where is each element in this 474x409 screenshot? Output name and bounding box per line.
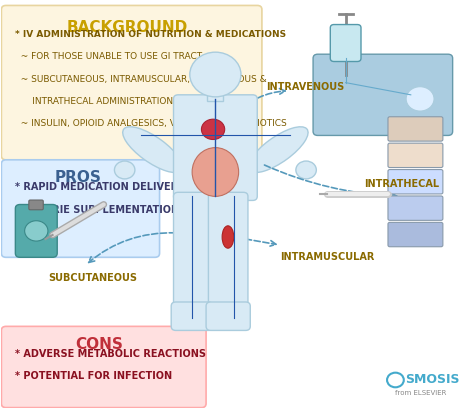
Text: PROS: PROS <box>55 170 101 185</box>
Text: BACKGROUND: BACKGROUND <box>66 20 188 35</box>
FancyBboxPatch shape <box>29 200 43 210</box>
FancyBboxPatch shape <box>209 192 248 314</box>
Text: from ELSEVIER: from ELSEVIER <box>395 391 447 396</box>
Ellipse shape <box>201 119 225 139</box>
Ellipse shape <box>222 226 234 248</box>
FancyBboxPatch shape <box>15 204 57 257</box>
FancyBboxPatch shape <box>388 143 443 168</box>
FancyBboxPatch shape <box>1 5 262 160</box>
Circle shape <box>296 161 316 179</box>
Text: * IV ADMINISTRATION OF NUTRITION & MEDICATIONS: * IV ADMINISTRATION OF NUTRITION & MEDIC… <box>15 30 286 39</box>
FancyBboxPatch shape <box>1 326 206 408</box>
Circle shape <box>190 52 241 97</box>
Text: * ADVERSE METABOLIC REACTIONS: * ADVERSE METABOLIC REACTIONS <box>15 349 206 359</box>
Text: CONS: CONS <box>75 337 123 351</box>
FancyBboxPatch shape <box>206 302 250 330</box>
Text: ~ SUBCUTANEOUS, INTRAMUSCULAR, INTRAVENOUS &: ~ SUBCUTANEOUS, INTRAMUSCULAR, INTRAVENO… <box>15 74 267 83</box>
FancyBboxPatch shape <box>388 196 443 220</box>
Text: ~ INSULIN, OPIOID ANALGESICS, VACCINES, & ANTIBIOTICS: ~ INSULIN, OPIOID ANALGESICS, VACCINES, … <box>15 119 287 128</box>
FancyBboxPatch shape <box>173 95 257 200</box>
Text: ~ FOR THOSE UNABLE TO USE GI TRACT: ~ FOR THOSE UNABLE TO USE GI TRACT <box>15 52 202 61</box>
Text: INTRATHECAL: INTRATHECAL <box>364 179 439 189</box>
Bar <box>208 85 223 101</box>
Text: INTRATHECAL ADMINISTRATION: INTRATHECAL ADMINISTRATION <box>15 97 173 106</box>
FancyBboxPatch shape <box>388 170 443 194</box>
Circle shape <box>25 221 48 241</box>
FancyBboxPatch shape <box>313 54 453 135</box>
Text: SMOSIS: SMOSIS <box>405 373 460 387</box>
FancyBboxPatch shape <box>173 192 213 314</box>
FancyBboxPatch shape <box>1 160 160 257</box>
Text: SUBCUTANEOUS: SUBCUTANEOUS <box>48 273 137 283</box>
FancyBboxPatch shape <box>330 25 361 61</box>
Text: INTRAMUSCULAR: INTRAMUSCULAR <box>281 252 375 262</box>
Text: * RAPID MEDICATION DELIVERY: * RAPID MEDICATION DELIVERY <box>15 182 185 192</box>
FancyBboxPatch shape <box>171 302 213 330</box>
FancyBboxPatch shape <box>388 117 443 141</box>
Text: INTRAVENOUS: INTRAVENOUS <box>266 82 345 92</box>
FancyBboxPatch shape <box>388 222 443 247</box>
Ellipse shape <box>192 148 238 196</box>
Circle shape <box>406 87 434 111</box>
Ellipse shape <box>123 127 182 173</box>
Circle shape <box>114 161 135 179</box>
Text: * POTENTIAL FOR INFECTION: * POTENTIAL FOR INFECTION <box>15 371 173 381</box>
Text: * CALORIE SUPPLEMENTATION: * CALORIE SUPPLEMENTATION <box>15 204 180 214</box>
Ellipse shape <box>248 127 308 173</box>
